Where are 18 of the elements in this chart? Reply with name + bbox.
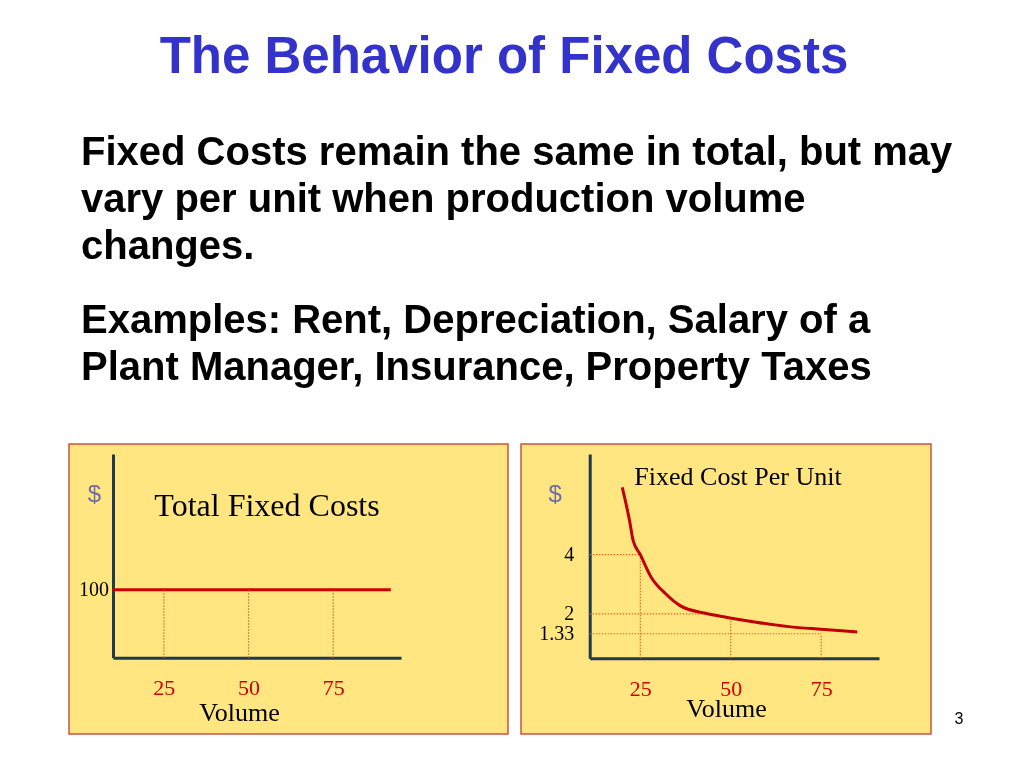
y-tick-label: 4 [564, 543, 575, 566]
text: Examples: Rent, Depreciation, Salary of a Plant Manager, Insurance, Property Taxes [81, 297, 872, 388]
chart-title: Total Fixed Costs [154, 487, 380, 523]
text: Fixed Costs remain the same in total, but may vary per unit when production volume changes. [81, 129, 954, 267]
y-axis-title: $ [548, 479, 562, 507]
y-axis-title: $ [87, 479, 102, 507]
chart-title: Fixed Cost Per Unit [634, 462, 843, 491]
text: 3 [954, 710, 964, 727]
y-tick-label: 2 [564, 602, 575, 625]
x-tick-label: 25 [629, 675, 652, 701]
text: The Behavior of Fixed Costs [159, 27, 849, 84]
y-tick-label: 1.33 [539, 622, 575, 645]
annotation: 100 [79, 577, 109, 600]
x-tick-label: 25 [153, 675, 176, 701]
x-axis-title: Volume [199, 698, 280, 728]
x-tick-label: 75 [322, 675, 345, 701]
x-tick-label: 50 [238, 675, 261, 701]
x-tick-label: 75 [810, 675, 833, 701]
